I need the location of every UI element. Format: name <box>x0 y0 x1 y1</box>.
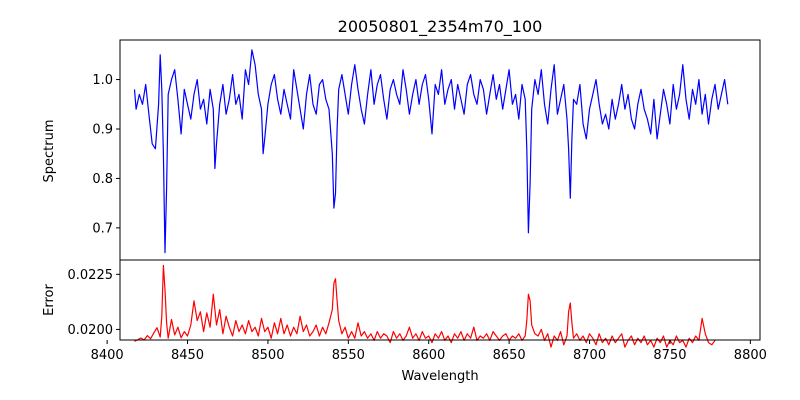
y-tick-label: 0.0200 <box>68 323 114 338</box>
y-tick-label: 0.7 <box>92 221 113 236</box>
y-axis-label-error: Error <box>42 284 57 316</box>
x-tick-label: 8450 <box>171 348 204 363</box>
chart-title: 20050801_2354m70_100 <box>338 17 543 37</box>
y-tick-label: 1.0 <box>92 73 113 88</box>
error-axes-frame <box>119 259 761 341</box>
axes-layer: 0.7 0.8 0.9 1.0 0.0200 0.0225 8400 8450 8500 8550… <box>68 39 767 363</box>
x-tick-label: 8600 <box>412 348 445 363</box>
x-tick-label: 8750 <box>653 348 686 363</box>
y-tick-label: 0.0225 <box>68 268 114 283</box>
x-tick-label: 8650 <box>493 348 526 363</box>
error-line <box>134 264 716 348</box>
x-tick-label: 8500 <box>251 348 284 363</box>
x-axis-label: Wavelength <box>401 369 478 384</box>
y-tick-label: 0.8 <box>92 172 113 187</box>
y-axis-label-spectrum: Spectrum <box>42 120 57 183</box>
spectrum-line <box>133 49 729 254</box>
x-tick-label: 8550 <box>332 348 365 363</box>
y-tick-label: 0.9 <box>92 122 113 137</box>
x-tick-label: 8400 <box>91 348 124 363</box>
x-tick-label: 8700 <box>573 348 606 363</box>
x-tick-label: 8800 <box>734 348 767 363</box>
series-layer <box>133 49 729 348</box>
